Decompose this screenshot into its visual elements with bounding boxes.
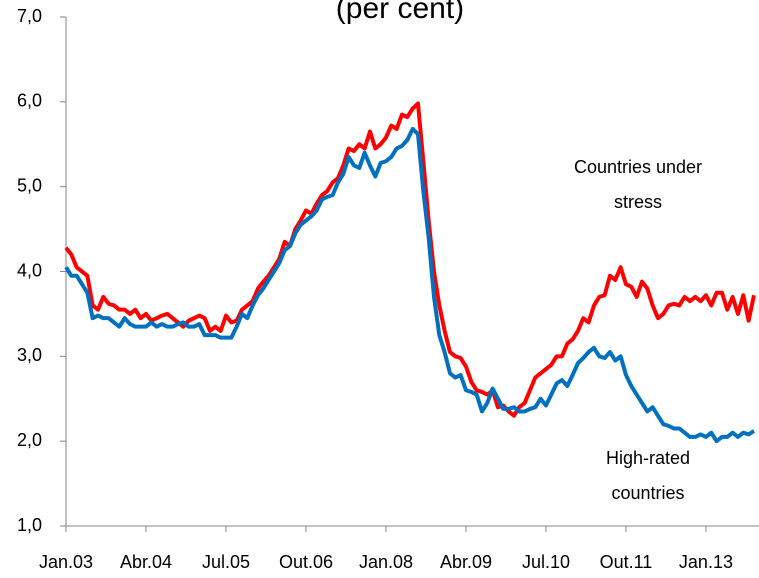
x-tick-label: Jul.10 (522, 552, 570, 572)
x-tick-label: Jan.03 (39, 552, 93, 572)
x-tick-label: Out.06 (279, 552, 333, 572)
x-tick-label: Jan.13 (679, 552, 733, 572)
y-tick-label: 4,0 (17, 260, 42, 280)
x-tick-label: Abr.09 (440, 552, 492, 572)
y-tick-label: 3,0 (17, 345, 42, 365)
data-line (64, 126, 756, 444)
x-tick-label: Out.11 (600, 552, 653, 572)
x-tick-label: Abr.04 (120, 552, 172, 572)
y-tick-label: 7,0 (17, 6, 42, 26)
annotation: High-rated (606, 448, 690, 468)
x-tick-label: Jul.05 (202, 552, 250, 572)
y-tick-label: 2,0 (17, 430, 42, 450)
data-line (64, 101, 756, 418)
annotation: Countries under (574, 157, 702, 177)
y-tick-label: 5,0 (17, 175, 42, 195)
x-tick-label: Jan.08 (359, 552, 413, 572)
y-tick-label: 6,0 (17, 91, 42, 111)
y-tick-label: 1,0 (17, 515, 42, 535)
chart-title: (per cent) (336, 0, 464, 25)
annotation: stress (614, 192, 662, 212)
annotation: countries (611, 483, 684, 503)
